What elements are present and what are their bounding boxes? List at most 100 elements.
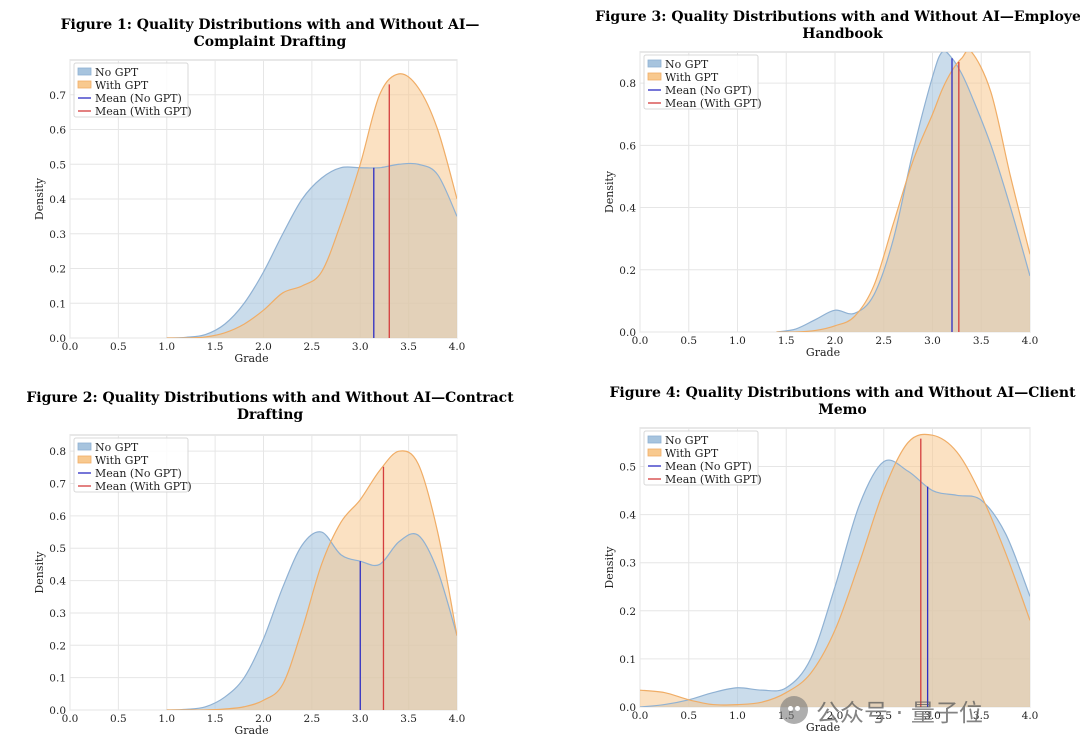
legend-swatch — [77, 455, 92, 464]
x-tick-label: 1.0 — [729, 710, 746, 722]
x-tick-label: 2.0 — [827, 710, 844, 722]
x-axis-label: Grade — [806, 721, 840, 734]
y-tick-label: 0.7 — [49, 479, 66, 491]
legend-label: Mean (No GPT) — [665, 84, 752, 97]
y-tick-label: 0.2 — [619, 606, 636, 618]
x-tick-label: 0.0 — [62, 341, 79, 353]
y-tick-label: 0.7 — [49, 90, 66, 102]
x-tick-label: 2.0 — [255, 341, 272, 353]
legend-label: No GPT — [95, 441, 139, 454]
x-tick-label: 3.0 — [352, 713, 369, 725]
legend-label: Mean (With GPT) — [665, 97, 762, 110]
y-axis-label: Density — [33, 177, 46, 220]
legend-label: Mean (With GPT) — [665, 473, 762, 486]
y-tick-label: 0.2 — [49, 264, 66, 276]
y-tick-label: 0.8 — [49, 446, 66, 458]
x-tick-label: 0.0 — [632, 335, 649, 347]
x-tick-label: 0.5 — [680, 335, 697, 347]
x-tick-label: 1.0 — [158, 713, 175, 725]
x-tick-label: 0.5 — [110, 341, 127, 353]
x-tick-label: 1.5 — [207, 713, 224, 725]
legend-swatch — [77, 442, 92, 451]
density-group — [166, 73, 457, 338]
y-axis-label: Density — [33, 551, 46, 594]
legend-swatch — [647, 72, 662, 81]
x-tick-label: 2.5 — [875, 335, 892, 347]
legend-label: With GPT — [665, 71, 719, 84]
x-tick-label: 1.0 — [158, 341, 175, 353]
density-line-no-gpt — [776, 52, 1030, 332]
y-tick-label: 0.0 — [619, 327, 636, 339]
x-tick-label: 0.5 — [680, 710, 697, 722]
watermark-text: 公众号 · 量子位 — [816, 698, 983, 727]
x-tick-label: 3.5 — [400, 341, 417, 353]
density-line-no-gpt — [166, 531, 457, 710]
density-group — [640, 433, 1030, 707]
chart-title-3: Figure 3: Quality Distributions with and… — [595, 9, 1080, 42]
y-tick-label: 0.6 — [619, 140, 636, 152]
y-tick-label: 0.4 — [49, 576, 66, 588]
y-tick-label: 0.6 — [49, 511, 66, 523]
y-tick-label: 0.0 — [49, 333, 66, 345]
y-tick-label: 0.0 — [619, 702, 636, 714]
y-tick-label: 0.4 — [619, 510, 636, 522]
x-tick-label: 3.0 — [924, 335, 941, 347]
watermark: 公众号 · 量子位 — [780, 690, 1060, 730]
density-area-with-gpt — [166, 450, 457, 710]
legend-swatch — [77, 67, 92, 76]
x-axis-label: Grade — [234, 724, 268, 737]
x-tick-label: 4.0 — [1022, 335, 1039, 347]
legend-label: Mean (No GPT) — [95, 92, 182, 105]
density-line-no-gpt — [640, 459, 1030, 707]
density-area-with-gpt — [640, 434, 1030, 707]
density-line-with-gpt — [640, 433, 1030, 706]
legend-label: With GPT — [95, 79, 149, 92]
x-tick-label: 2.0 — [255, 713, 272, 725]
legend-swatch — [647, 59, 662, 68]
y-tick-label: 0.8 — [619, 78, 636, 90]
y-tick-label: 0.3 — [49, 229, 66, 241]
legend-label: No GPT — [665, 434, 709, 447]
y-tick-label: 0.4 — [49, 194, 66, 206]
x-tick-label: 0.0 — [62, 713, 79, 725]
y-tick-label: 0.1 — [619, 654, 636, 666]
legend-swatch — [647, 448, 662, 457]
density-area-with-gpt — [166, 73, 457, 338]
y-axis-label: Density — [603, 546, 616, 589]
legend-box — [73, 437, 189, 493]
density-line-no-gpt — [166, 162, 457, 338]
y-tick-label: 0.0 — [49, 705, 66, 717]
legend-label: Mean (No GPT) — [665, 460, 752, 473]
y-tick-label: 0.3 — [619, 558, 636, 570]
x-tick-label: 1.5 — [207, 341, 224, 353]
x-tick-label: 4.0 — [449, 713, 466, 725]
legend-label: Mean (No GPT) — [95, 467, 182, 480]
legend-box — [643, 430, 759, 486]
y-tick-label: 0.2 — [619, 265, 636, 277]
y-tick-label: 0.5 — [619, 461, 636, 473]
y-axis-label: Density — [603, 170, 616, 213]
x-tick-label: 3.0 — [924, 710, 941, 722]
legend-label: With GPT — [95, 454, 149, 467]
chart-title-4: Figure 4: Quality Distributions with and… — [609, 385, 1076, 418]
x-axis-label: Grade — [234, 352, 268, 365]
density-line-with-gpt — [166, 450, 457, 710]
legend-label: No GPT — [665, 58, 709, 71]
legend-box — [73, 62, 189, 118]
legend-label: No GPT — [95, 66, 139, 79]
y-tick-label: 0.6 — [49, 125, 66, 137]
x-tick-label: 2.5 — [304, 713, 321, 725]
legend-label: With GPT — [665, 447, 719, 460]
density-group — [166, 450, 457, 710]
legend-label: Mean (With GPT) — [95, 480, 192, 493]
x-tick-label: 2.5 — [304, 341, 321, 353]
y-tick-label: 0.1 — [49, 673, 66, 685]
x-tick-label: 3.0 — [352, 341, 369, 353]
x-tick-label: 1.0 — [729, 335, 746, 347]
x-tick-label: 4.0 — [449, 341, 466, 353]
legend-box — [643, 54, 759, 110]
density-group — [776, 52, 1030, 332]
y-tick-label: 0.2 — [49, 640, 66, 652]
